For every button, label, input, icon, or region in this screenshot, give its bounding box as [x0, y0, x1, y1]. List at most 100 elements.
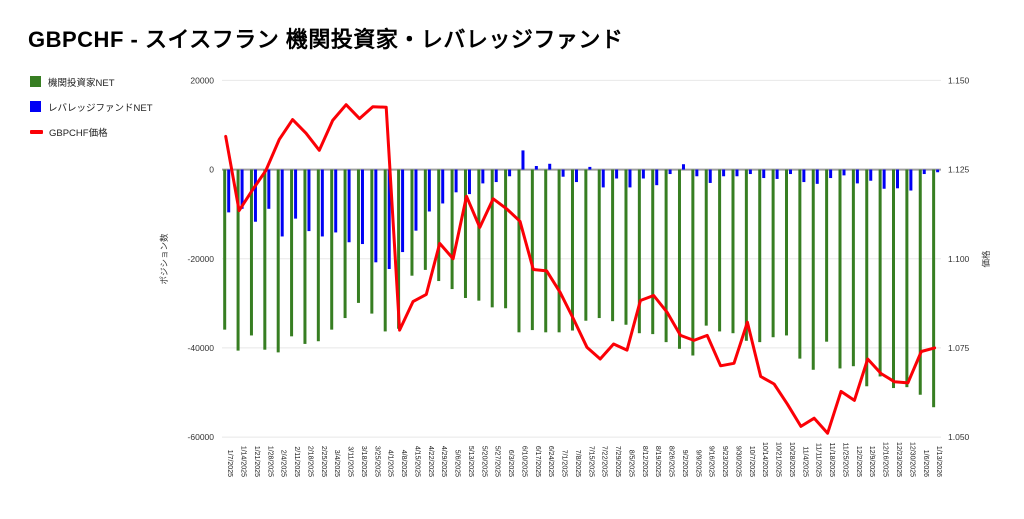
x-axis-label: 2/18/2025	[306, 446, 313, 477]
leveraged-fund-net-bar	[708, 169, 712, 183]
x-axis-label: 2/25/2025	[320, 446, 327, 477]
institutional-net-bar	[370, 169, 374, 314]
leveraged-fund-net-bar	[829, 169, 833, 179]
price-line-swatch-icon	[30, 129, 43, 134]
institutional-net-bar	[223, 169, 227, 330]
leveraged-fund-net-bar	[294, 169, 298, 219]
institutional-net-bar	[236, 169, 240, 351]
institutional-net-bar	[878, 169, 882, 377]
institutional-net-bar	[865, 169, 869, 387]
x-axis-label: 11/11/2025	[815, 443, 822, 477]
x-axis-label: 5/20/2025	[480, 446, 487, 477]
x-axis-label: 1/7/2025	[226, 450, 233, 477]
x-axis-label: 7/8/2025	[574, 450, 581, 477]
x-axis-label: 10/7/2025	[748, 446, 755, 477]
legend-label: レバレッジファンドNET	[48, 102, 153, 114]
institutional-net-bar	[918, 169, 922, 395]
right-axis-title: 価格	[981, 250, 991, 268]
x-axis-label: 8/12/2025	[641, 446, 648, 477]
x-axis-label: 3/11/2025	[347, 446, 354, 477]
institutional-net-bar	[356, 169, 360, 303]
leveraged-fund-net-bar	[842, 169, 846, 176]
leveraged-fund-net-bar	[788, 169, 792, 175]
x-axis-label: 1/14/2025	[240, 446, 247, 477]
institutional-net-bar	[744, 169, 748, 341]
x-axis-label: 4/15/2025	[413, 446, 420, 477]
x-axis-label: 11/18/2025	[828, 442, 835, 477]
x-axis-label: 12/16/2025	[882, 442, 889, 477]
leveraged-fund-net-bar	[548, 163, 552, 170]
x-axis-label: 6/3/2025	[507, 450, 514, 477]
institutional-net-bar	[410, 169, 414, 276]
leveraged-fund-net-bar	[748, 169, 752, 175]
left-axis-tick-label: -60000	[188, 432, 215, 442]
institutional-net-bar	[316, 169, 320, 342]
institutional-net-bar	[397, 169, 401, 329]
x-axis-label: 9/23/2025	[721, 446, 728, 477]
institutional-net-bar	[330, 169, 334, 330]
x-axis-label: 7/22/2025	[601, 446, 608, 477]
leveraged-fund-net-bar	[936, 169, 940, 173]
leveraged-fund-net-bar	[775, 169, 779, 179]
x-axis-label: 1/21/2025	[253, 446, 260, 477]
right-axis-tick-label: 1.100	[948, 254, 970, 264]
leveraged-fund-net-bar	[508, 169, 512, 177]
x-axis-label: 8/5/2025	[627, 450, 634, 477]
leveraged-fund-net-bar	[240, 169, 244, 209]
legend-item-institutional-net: 機関投資家NET	[30, 69, 153, 94]
leveraged-fund-net-bar	[481, 169, 485, 184]
leveraged-fund-net-bar	[922, 169, 926, 175]
leveraged-fund-net-bar	[441, 169, 445, 204]
institutional-net-bar	[611, 169, 615, 322]
leveraged-fund-net-bar	[722, 169, 726, 177]
institutional-net-bar	[892, 169, 895, 389]
leveraged-fund-net-bar	[574, 169, 578, 183]
leveraged-fund-net-bar	[280, 169, 284, 237]
x-axis-label: 6/17/2025	[534, 446, 541, 477]
leveraged-fund-net-bar	[735, 169, 739, 177]
institutional-net-bar	[637, 169, 641, 334]
leveraged-fund-net-bar	[668, 169, 672, 175]
leveraged-fund-net-bar	[869, 169, 873, 181]
legend: 機関投資家NET レバレッジファンドNET GBPCHF価格	[30, 69, 153, 144]
institutional-net-bar	[423, 169, 427, 270]
institutional-net-bar	[303, 169, 307, 344]
institutional-net-bar	[932, 169, 936, 408]
left-axis-title: ポジション数	[159, 233, 169, 285]
x-axis-label: 4/1/2025	[387, 450, 394, 477]
leveraged-fund-net-bar	[454, 169, 458, 193]
legend-item-leveraged-net: レバレッジファンドNET	[30, 94, 153, 119]
x-axis-label: 11/4/2025	[801, 446, 808, 477]
institutional-net-bar	[784, 169, 788, 336]
leveraged-fund-net-bar	[615, 169, 619, 179]
chart-title: GBPCHF - スイスフラン 機関投資家・レバレッジファンド	[28, 27, 624, 52]
leveraged-fund-net-bar	[227, 169, 231, 213]
institutional-net-bar	[838, 169, 842, 369]
leveraged-fund-net-bar	[414, 169, 418, 231]
institutional-net-bar	[597, 169, 601, 319]
leveraged-fund-net-bar	[855, 169, 859, 184]
institutional-net-bar	[463, 169, 467, 298]
x-axis-label: 12/23/2025	[895, 442, 902, 477]
institutional-net-bar	[758, 169, 762, 343]
x-axis-label: 10/21/2025	[775, 442, 782, 477]
institutional-net-bar	[530, 169, 534, 331]
x-axis-label: 6/10/2025	[520, 446, 527, 477]
gbpchf-price-line	[224, 103, 937, 435]
institutional-net-bar	[664, 169, 668, 343]
leveraged-fund-net-bar	[601, 169, 605, 188]
leveraged-fund-net-bar	[320, 169, 324, 237]
institutional-net-bar	[825, 169, 829, 342]
institutional-net-bar	[731, 169, 735, 334]
institutional-net-bar	[490, 169, 494, 308]
institutional-net-bar	[263, 169, 267, 350]
x-axis-label: 1/28/2025	[266, 446, 273, 477]
leveraged-fund-net-bar	[762, 169, 766, 179]
institutional-net-bar	[383, 169, 387, 332]
institutional-net-bar	[570, 169, 574, 331]
institutional-net-bar	[290, 169, 294, 337]
x-axis-label: 9/30/2025	[734, 446, 741, 477]
right-axis-tick-label: 1.075	[948, 343, 970, 353]
leveraged-fund-net-bar	[267, 169, 271, 209]
institutional-net-bar	[624, 169, 628, 325]
